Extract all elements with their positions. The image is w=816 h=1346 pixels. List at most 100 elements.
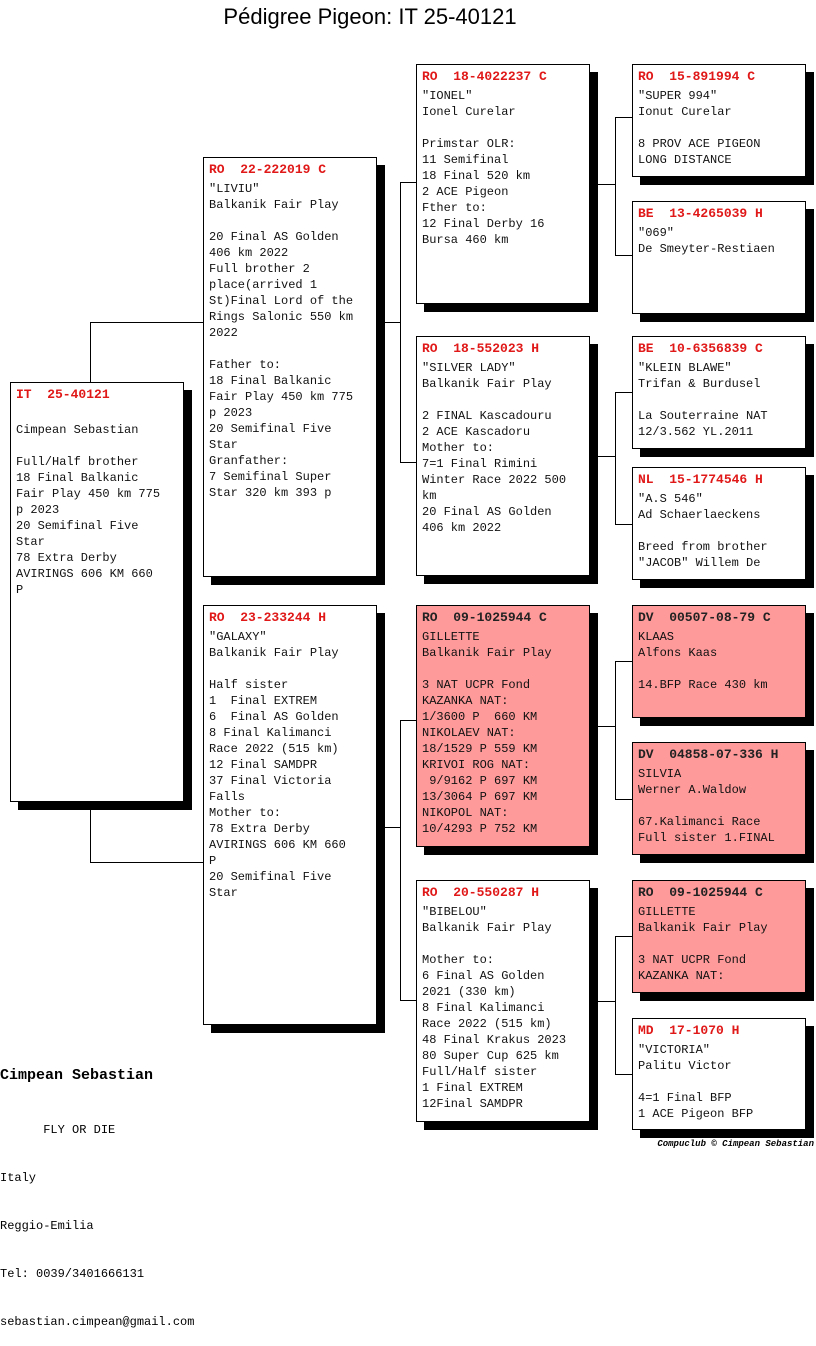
- card-line: Star: [16, 535, 45, 549]
- footer-credit: Compuclub © Cimpean Sebastian: [657, 1139, 814, 1149]
- grandparents-card[interactable]: RO 18-552023 H "SILVER LADY" Balkanik Fair…: [416, 336, 590, 576]
- card-line: "IONEL": [422, 89, 473, 103]
- card-line: 1 ACE Pigeon BFP: [638, 1107, 754, 1121]
- owner-country: Italy: [0, 1171, 37, 1185]
- card-line: 18 Final Balkanic: [16, 471, 139, 485]
- card-line: La Souterraine NAT: [638, 409, 768, 423]
- card-line: 4=1 Final BFP: [638, 1091, 732, 1105]
- card-line: [638, 1074, 800, 1090]
- card-line: SILVIA: [638, 767, 682, 781]
- card-line: Race 2022 (515 km): [422, 1017, 552, 1031]
- connector-line: [589, 726, 615, 727]
- card-line: Balkanik Fair Play: [209, 198, 339, 212]
- card-line: [209, 341, 371, 357]
- card-line: Full/Half brother: [16, 455, 139, 469]
- card-line: Balkanik Fair Play: [422, 921, 552, 935]
- card-line: [638, 661, 800, 677]
- card-line: Fair Play 450 km 775: [209, 390, 354, 404]
- card-line: 10/4293 P 752 KM: [422, 822, 538, 836]
- card-line: 80 Super Cup 625 km: [422, 1049, 559, 1063]
- connector-line: [90, 322, 91, 382]
- connector-line: [615, 117, 632, 118]
- parents-card[interactable]: RO 23-233244 H "GALAXY" Balkanik Fair Play…: [203, 605, 377, 1025]
- card-line: [209, 661, 371, 677]
- connector-line: [400, 182, 401, 462]
- card-line: KLAAS: [638, 630, 675, 644]
- card-line: p 2023: [209, 406, 253, 420]
- connector-line: [615, 936, 616, 1074]
- owner-motto: FLY OR DIE: [0, 1123, 116, 1137]
- owner-phone: Tel: 0039/3401666131: [0, 1267, 145, 1281]
- card-line: 406 km 2022: [209, 246, 289, 260]
- card-line: Full brother 2: [209, 262, 310, 276]
- great-grandparents-card[interactable]: RO 09-1025944 C GILLETTE Balkanik Fair Pla…: [632, 880, 806, 993]
- grandparents-card[interactable]: RO 09-1025944 C GILLETTE Balkanik Fair Pla…: [416, 605, 590, 847]
- connector-line: [376, 322, 400, 323]
- card-line: Full/Half sister: [422, 1065, 538, 1079]
- card-line: "JACOB" Willem De: [638, 556, 761, 570]
- parents-card[interactable]: RO 22-222019 C "LIVIU" Balkanik Fair Play 2…: [203, 157, 377, 577]
- card-line: Breed from brother: [638, 540, 768, 554]
- ring-number: BE 10-6356839 C: [638, 341, 763, 356]
- card-line: Granfather:: [209, 454, 289, 468]
- connector-line: [400, 462, 416, 463]
- great-grandparents-card[interactable]: BE 10-6356839 C "KLEIN BLAWE" Trifan & Bur…: [632, 336, 806, 449]
- subject-card[interactable]: IT 25-40121 Cimpean Sebastian Full/Half br…: [10, 382, 184, 802]
- connector-line: [615, 255, 632, 256]
- card-line: "KLEIN BLAWE": [638, 361, 732, 375]
- card-line: km: [422, 489, 437, 503]
- great-grandparents-card[interactable]: DV 00507-08-79 C KLAAS Alfons Kaas 14.BFP R…: [632, 605, 806, 718]
- card-line: GILLETTE: [422, 630, 480, 644]
- card-line: NIKOLAEV NAT:: [422, 726, 516, 740]
- ring-number: DV 04858-07-336 H: [638, 747, 779, 762]
- card-line: 1 Final EXTREM: [422, 1081, 523, 1095]
- card-line: Mother to:: [422, 441, 495, 455]
- great-grandparents-card[interactable]: BE 13-4265039 H "069" De Smeyter-Restiaen: [632, 201, 806, 314]
- card-line: 9/9162 P 697 KM: [422, 774, 538, 788]
- card-line: KRIVOI ROG NAT:: [422, 758, 531, 772]
- card-line: 12 Final Derby 16: [422, 217, 545, 231]
- connector-line: [400, 182, 416, 183]
- card-line: 8 Final Kalimanci: [209, 726, 332, 740]
- connector-line: [90, 322, 203, 323]
- ring-number: RO 18-552023 H: [422, 341, 540, 356]
- connector-line: [589, 184, 615, 185]
- grandparents-card[interactable]: RO 20-550287 H "BIBELOU" Balkanik Fair Pla…: [416, 880, 590, 1122]
- card-line: 18/1529 P 559 KM: [422, 742, 538, 756]
- card-line: Mother to:: [422, 953, 495, 967]
- card-line: KAZANKA NAT:: [422, 694, 509, 708]
- great-grandparents-card[interactable]: RO 15-891994 C "SUPER 994" Ionut Curelar 8 …: [632, 64, 806, 177]
- card-line: [422, 661, 584, 677]
- card-line: [638, 798, 800, 814]
- ring-number: RO 20-550287 H: [422, 885, 540, 900]
- card-line: 14.BFP Race 430 km: [638, 678, 768, 692]
- card-line: AVIRINGS 606 KM 660: [16, 567, 153, 581]
- connector-line: [615, 799, 632, 800]
- card-line: St)Final Lord of the: [209, 294, 354, 308]
- connector-line: [400, 720, 416, 721]
- card-line: Fther to:: [422, 201, 487, 215]
- card-line: 1/3600 P 660 KM: [422, 710, 538, 724]
- card-line: 48 Final Krakus 2023: [422, 1033, 567, 1047]
- card-line: Balkanik Fair Play: [638, 921, 768, 935]
- card-line: 2 ACE Kascadoru: [422, 425, 531, 439]
- card-line: Mother to:: [209, 806, 282, 820]
- connector-line: [90, 862, 203, 863]
- card-line: "VICTORIA": [638, 1043, 711, 1057]
- card-line: 8 Final Kalimanci: [422, 1001, 545, 1015]
- card-line: Rings Salonic 550 km: [209, 310, 354, 324]
- grandparents-card[interactable]: RO 18-4022237 C "IONEL" Ionel Curelar Prims…: [416, 64, 590, 304]
- card-line: 7 Semifinal Super: [209, 470, 332, 484]
- ring-number: RO 22-222019 C: [209, 162, 327, 177]
- great-grandparents-card[interactable]: MD 17-1070 H "VICTORIA" Palitu Victor 4=1 F…: [632, 1018, 806, 1130]
- card-line: Ad Schaerlaeckens: [638, 508, 761, 522]
- card-line: [16, 406, 178, 422]
- card-line: Palitu Victor: [638, 1059, 732, 1073]
- card-line: 20 Semifinal Five: [16, 519, 139, 533]
- ring-number: RO 15-891994 C: [638, 69, 756, 84]
- card-line: 7=1 Final Rimini: [422, 457, 538, 471]
- card-line: "A.S 546": [638, 492, 703, 506]
- great-grandparents-card[interactable]: NL 15-1774546 H "A.S 546" Ad Schaerlaecken…: [632, 467, 806, 580]
- owner-email[interactable]: sebastian.cimpean@gmail.com: [0, 1315, 195, 1329]
- great-grandparents-card[interactable]: DV 04858-07-336 H SILVIA Werner A.Waldow 67…: [632, 742, 806, 855]
